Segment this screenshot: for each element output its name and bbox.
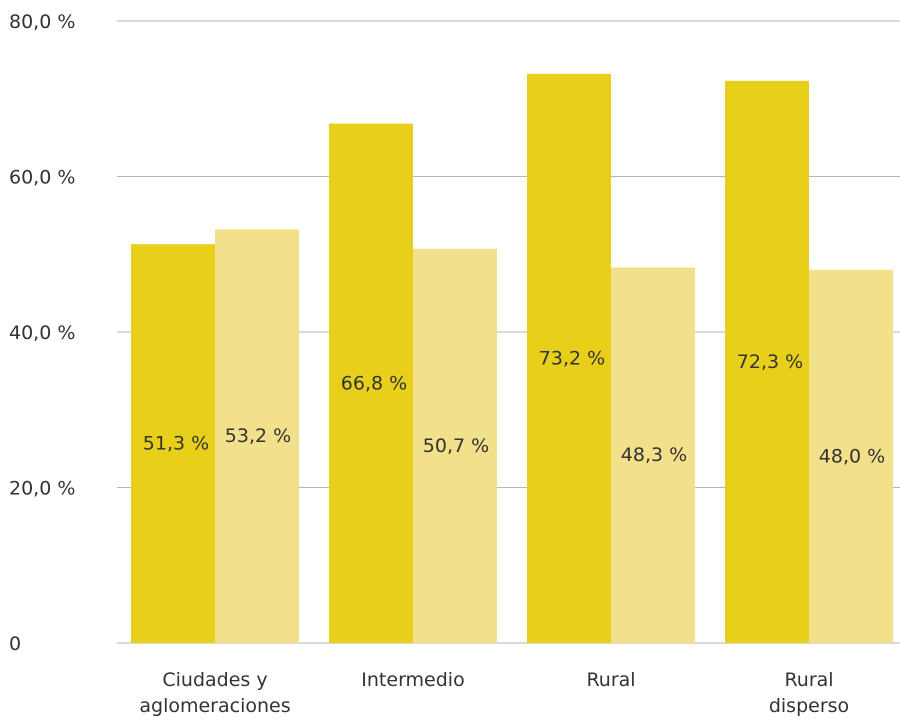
x-category-label: Intermedio xyxy=(361,669,464,691)
y-tick-label: 0 xyxy=(9,633,21,655)
y-tick-label: 40,0 % xyxy=(9,322,75,344)
x-category-label: Ciudades y xyxy=(162,669,267,691)
x-category-label: Rural xyxy=(586,669,635,691)
x-category-label: aglomeraciones xyxy=(139,695,290,717)
bar-3-0 xyxy=(725,80,809,644)
bar-2-0 xyxy=(527,73,611,644)
data-label-1-0: 66,8 % xyxy=(341,372,407,394)
bar-1-1 xyxy=(413,248,497,643)
bars xyxy=(131,73,893,644)
data-label-0-0: 51,3 % xyxy=(143,433,209,455)
data-label-1-1: 50,7 % xyxy=(423,435,489,457)
data-label-2-1: 48,3 % xyxy=(621,444,687,466)
bar-2-1 xyxy=(611,267,695,643)
bar-0-0 xyxy=(131,244,215,643)
x-category-label: disperso xyxy=(769,695,849,717)
data-labels: 51,3 % 53,2 % 66,8 % 50,7 % 73,2 % 48,3 % 72,3… xyxy=(143,347,885,467)
data-label-3-1: 48,0 % xyxy=(819,445,885,467)
y-tick-label: 20,0 % xyxy=(9,478,75,500)
bar-3-1 xyxy=(809,269,893,643)
data-label-2-0: 73,2 % xyxy=(539,347,605,369)
axis-labels: 0 20,0 % 40,0 % 60,0 % 80,0 % Ciudades y aglom… xyxy=(9,11,849,717)
data-label-3-0: 72,3 % xyxy=(737,351,803,373)
y-tick-label: 80,0 % xyxy=(9,11,75,33)
y-tick-label: 60,0 % xyxy=(9,167,75,189)
x-category-label: Rural xyxy=(784,669,833,691)
bar-0-1 xyxy=(215,229,299,643)
data-label-0-1: 53,2 % xyxy=(225,425,291,447)
bar-1-0 xyxy=(329,123,413,643)
